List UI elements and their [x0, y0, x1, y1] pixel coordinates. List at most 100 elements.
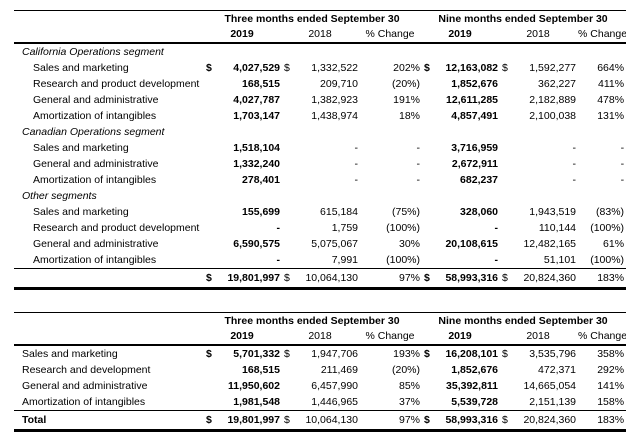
dollar-sign: $	[284, 62, 290, 74]
dollar-sign	[282, 204, 296, 220]
dollar-sign	[204, 140, 218, 156]
percent-change: 193%	[393, 348, 421, 360]
value-9mo-2019: 3,716,959	[451, 142, 499, 154]
value-9mo-2019: 20,108,615	[445, 238, 499, 250]
value-2019: 4,027,787	[233, 94, 280, 106]
table-row: Sales and marketing 1,518,104 - - 3,716,959 -…	[14, 140, 626, 156]
column-group-header: Three months ended September 30	[224, 315, 400, 327]
percent-change: -	[416, 158, 421, 170]
percent-change: -	[416, 142, 421, 154]
value-9mo-2019: 12,163,082	[445, 62, 499, 74]
percent-change: -	[416, 174, 421, 186]
value-9mo-2019: -	[494, 222, 499, 234]
dollar-sign	[500, 204, 514, 220]
value-2019: 1,518,104	[233, 142, 280, 154]
dollar-sign	[422, 394, 436, 411]
row-label: Amortization of intangibles	[33, 110, 157, 122]
table-row: General and administrative 11,950,602 6,45…	[14, 378, 626, 394]
table-body: Sales and marketing $5,701,332 $1,947,706 1…	[14, 345, 627, 432]
row-label: Research and product development	[33, 222, 200, 234]
col-header-2018: 2018	[500, 26, 579, 44]
row-label: General and administrative	[22, 380, 148, 392]
dollar-sign	[422, 204, 436, 220]
dollar-sign	[422, 76, 436, 92]
dollar-sign	[422, 92, 436, 108]
value-9mo-2018: -	[572, 142, 577, 154]
value-2019: 1,981,548	[233, 396, 280, 408]
percent-change: 183%	[578, 410, 627, 432]
dollar-sign	[500, 236, 514, 252]
dollar-sign	[282, 236, 296, 252]
row-label: Sales and marketing	[33, 206, 129, 218]
value-9mo-2018: 51,101	[543, 254, 577, 266]
corner-cell	[14, 328, 204, 346]
value-9mo-2018: 3,535,796	[529, 348, 577, 360]
dollar-sign	[282, 76, 296, 92]
value-2018: 6,457,990	[311, 380, 358, 392]
value-2018: 615,184	[320, 206, 358, 218]
row-label: General and administrative	[33, 94, 159, 106]
table-row: Sales and marketing 155,699 615,184 (75%) 32…	[14, 204, 626, 220]
dollar-sign	[500, 140, 514, 156]
value-2018: 7,991	[331, 254, 358, 266]
col-header-2018: 2018	[282, 328, 360, 346]
table-row: Amortization of intangibles 1,981,548 1,44…	[14, 394, 626, 411]
percent-change: 191%	[393, 94, 421, 106]
dollar-sign: $	[424, 348, 430, 360]
table-row: Sales and marketing $4,027,529 $1,332,522 2…	[14, 60, 626, 76]
total-row: Total $19,801,997 $10,064,130 97% $58,993,31…	[14, 410, 627, 432]
dollar-sign	[500, 394, 514, 411]
table-row: Research and product development - 1,759 (1…	[14, 220, 626, 236]
value-2019: -	[276, 222, 281, 234]
dollar-sign	[500, 172, 514, 188]
col-header--change: % Change	[360, 328, 423, 346]
value-2019: 155,699	[242, 206, 280, 218]
table-body: California Operations segment Sales and m…	[14, 43, 627, 290]
dollar-sign	[282, 378, 296, 394]
value-9mo-2019: 1,852,676	[451, 364, 499, 376]
dollar-sign	[422, 220, 436, 236]
table-row: Amortization of intangibles 1,703,147 1,43…	[14, 108, 626, 124]
corner-cell	[14, 313, 204, 329]
row-label: Amortization of intangibles	[33, 254, 157, 266]
value-9mo-2018: -	[572, 158, 577, 170]
dollar-sign	[422, 140, 436, 156]
dollar-sign: $	[282, 268, 296, 290]
row-label: Research and product development	[33, 78, 200, 90]
table-row: General and administrative 1,332,240 - - 2,6…	[14, 156, 626, 172]
section-label: Other segments	[22, 190, 97, 202]
dollar-sign	[282, 252, 296, 269]
dollar-sign	[282, 172, 296, 188]
value-9mo-2018: 20,824,360	[514, 268, 579, 290]
percent-change: 411%	[597, 78, 625, 90]
table-row: General and administrative 4,027,787 1,382…	[14, 92, 626, 108]
value-9mo-2019: 328,060	[460, 206, 499, 218]
table-row: Research and product development 168,515 2…	[14, 76, 626, 92]
column-group-header: Nine months ended September 30	[438, 315, 608, 327]
dollar-sign	[204, 220, 218, 236]
value-2018: -	[354, 174, 359, 186]
col-header-2019: 2019	[422, 328, 501, 346]
dollar-sign: $	[204, 268, 218, 290]
dollar-sign	[204, 362, 218, 378]
percent-change: (20%)	[392, 78, 421, 90]
dollar-sign	[282, 220, 296, 236]
value-2018: 1,947,706	[311, 348, 358, 360]
percent-change: (20%)	[392, 364, 421, 376]
percent-change: 158%	[597, 396, 625, 408]
row-label	[14, 268, 204, 290]
total-row: $19,801,997 $10,064,130 97% $58,993,316 $20,…	[14, 268, 627, 290]
row-label: Amortization of intangibles	[22, 396, 146, 408]
percent-change: 664%	[597, 62, 625, 74]
value-2019: 6,590,575	[233, 238, 280, 250]
dollar-sign: $	[422, 410, 437, 432]
percent-change: 85%	[399, 380, 421, 392]
value-2019: 1,703,147	[233, 110, 280, 122]
value-9mo-2018: 2,100,038	[529, 110, 577, 122]
value-9mo-2018: 1,592,277	[529, 62, 577, 74]
col-header-2018: 2018	[500, 328, 579, 346]
value-2019: 11,950,602	[228, 380, 280, 392]
value-2019: 168,515	[242, 78, 280, 90]
dollar-sign: $	[206, 62, 212, 74]
segment-operating-expenses-table: Three months ended September 30 Nine mont…	[14, 10, 627, 290]
